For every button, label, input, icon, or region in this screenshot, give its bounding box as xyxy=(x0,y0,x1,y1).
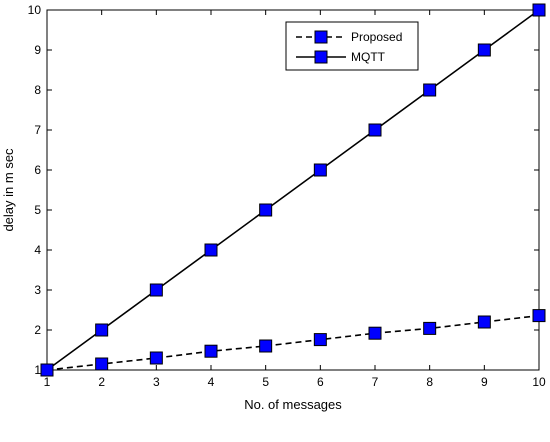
data-point-mqtt xyxy=(40,363,54,377)
data-point-mqtt xyxy=(313,163,327,177)
data-point-mqtt xyxy=(259,203,273,217)
data-point-mqtt xyxy=(204,243,218,257)
x-tick-label: 5 xyxy=(262,375,269,389)
legend-label-mqtt: MQTT xyxy=(351,50,386,64)
x-tick-label: 8 xyxy=(426,375,433,389)
y-tick-label: 4 xyxy=(34,243,41,257)
series-line-mqtt xyxy=(46,9,540,371)
y-tick-label: 6 xyxy=(34,163,41,177)
data-point-proposed xyxy=(259,339,273,353)
x-tick-label: 7 xyxy=(372,375,379,389)
x-tick-label: 1 xyxy=(44,375,51,389)
y-tick-label: 5 xyxy=(34,203,41,217)
legend-box xyxy=(285,21,419,71)
y-axis-label: delay in m sec xyxy=(1,148,16,232)
y-tick-label: 8 xyxy=(34,83,41,97)
legend: Proposed MQTT xyxy=(285,21,419,71)
data-point-proposed xyxy=(423,321,437,335)
y-tick-label: 10 xyxy=(28,3,42,17)
data-point-proposed xyxy=(368,326,382,340)
x-tick-label: 10 xyxy=(532,375,546,389)
data-point-mqtt xyxy=(532,3,546,17)
x-tick-label: 9 xyxy=(481,375,488,389)
data-point-proposed xyxy=(204,344,218,358)
x-axis: 1 2 3 4 5 6 7 8 9 10 xyxy=(44,10,546,389)
y-tick-label: 2 xyxy=(34,323,41,337)
y-tick-label: 1 xyxy=(34,363,41,377)
x-axis-label: No. of messages xyxy=(244,397,342,412)
legend-label-proposed: Proposed xyxy=(351,30,402,44)
legend-marker-proposed xyxy=(314,30,328,44)
data-point-mqtt xyxy=(95,323,109,337)
y-tick-label: 3 xyxy=(34,283,41,297)
data-point-mqtt xyxy=(368,123,382,137)
data-point-proposed xyxy=(95,357,109,371)
y-tick-label: 9 xyxy=(34,43,41,57)
data-point-mqtt xyxy=(149,283,163,297)
y-tick-label: 7 xyxy=(34,123,41,137)
legend-marker-mqtt xyxy=(314,50,328,64)
x-tick-label: 3 xyxy=(153,375,160,389)
data-point-mqtt xyxy=(477,43,491,57)
data-point-proposed xyxy=(149,351,163,365)
series-line-proposed xyxy=(46,314,540,371)
data-point-proposed xyxy=(477,315,491,329)
data-point-proposed xyxy=(532,309,546,323)
x-tick-label: 2 xyxy=(98,375,105,389)
series-layer xyxy=(40,3,546,377)
x-tick-label: 6 xyxy=(317,375,324,389)
data-point-proposed xyxy=(313,333,327,347)
data-point-mqtt xyxy=(423,83,437,97)
y-axis: 1 2 3 4 5 6 7 8 9 10 xyxy=(28,3,539,377)
x-tick-label: 4 xyxy=(208,375,215,389)
